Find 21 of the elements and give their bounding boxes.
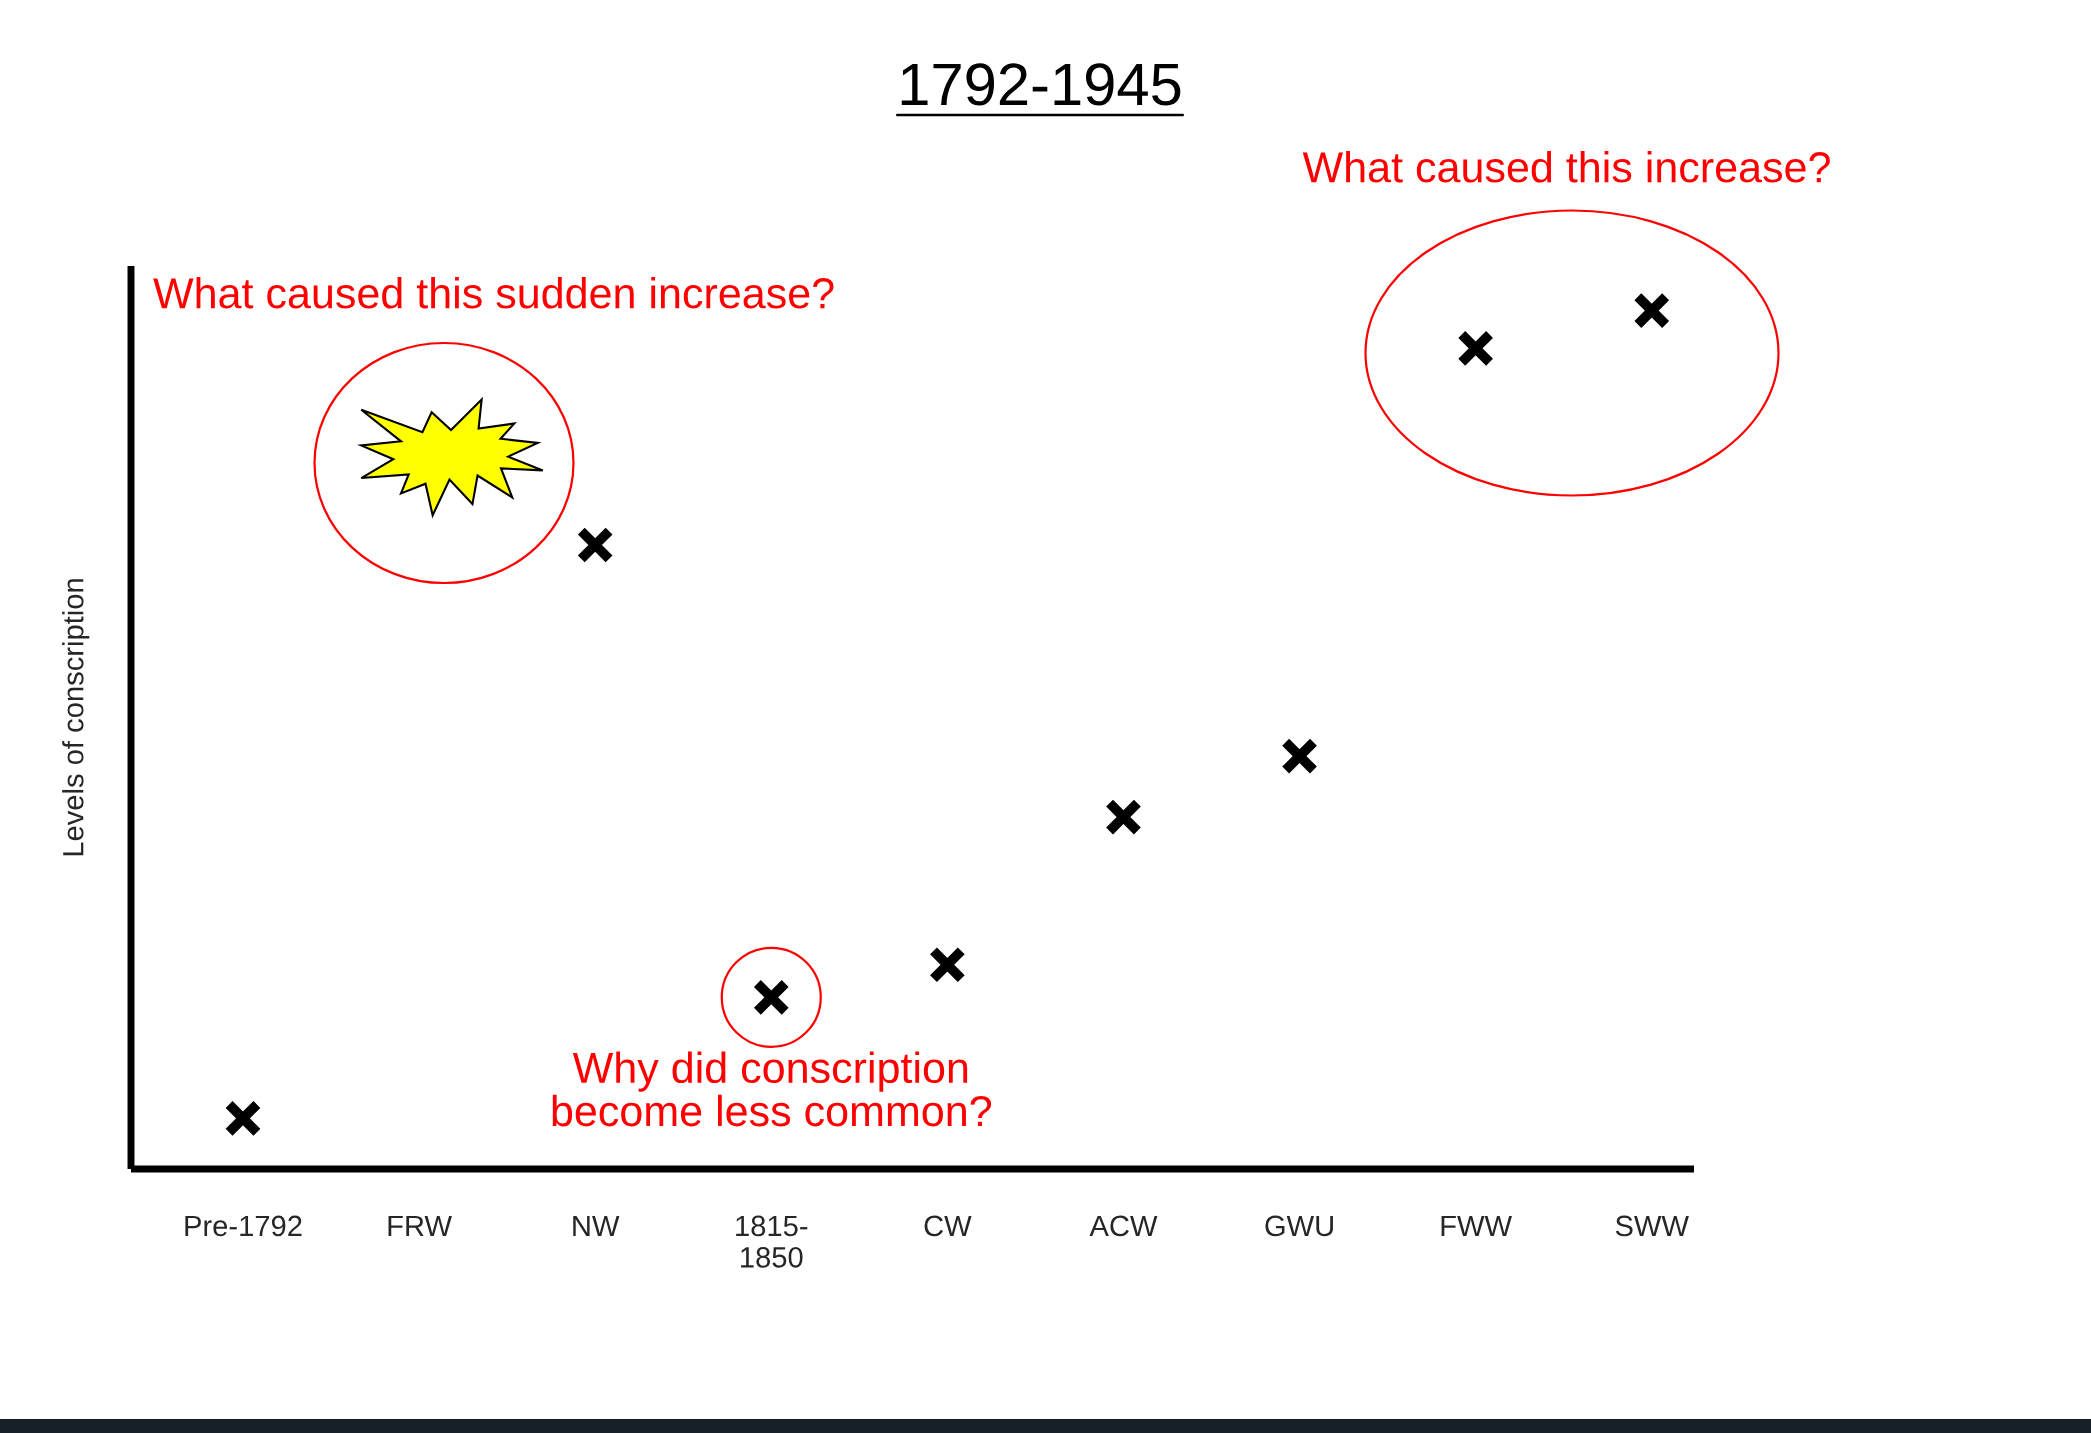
annotation: Why did conscription become less common? <box>552 1051 992 1127</box>
x-tick-label: FRW <box>388 1215 452 1236</box>
x-tick-label: ACW <box>1089 1215 1158 1237</box>
point <box>1456 329 1495 368</box>
point <box>1280 737 1319 775</box>
x-tick-label: Pre-1792 <box>185 1215 302 1237</box>
x-tick-label: GWU <box>1265 1215 1333 1237</box>
text: What caused this sudden increase? <box>153 276 834 309</box>
x-tick-label: 1815- 1850 <box>736 1215 808 1268</box>
x-tick-label: NW <box>573 1215 620 1236</box>
point <box>1632 291 1671 330</box>
point <box>224 1099 262 1138</box>
point <box>928 945 967 984</box>
y-axis-title: Levels of conscription <box>62 579 90 856</box>
text: What caused this increase? <box>1302 150 1830 183</box>
x-tick-label: CW <box>924 1215 972 1237</box>
x-tick-label: SWW <box>1615 1215 1689 1237</box>
point <box>576 526 614 564</box>
point <box>1104 798 1143 836</box>
x-tick-label: FWW <box>1441 1215 1512 1236</box>
chart-title: 1792-1945 <box>901 63 1181 106</box>
